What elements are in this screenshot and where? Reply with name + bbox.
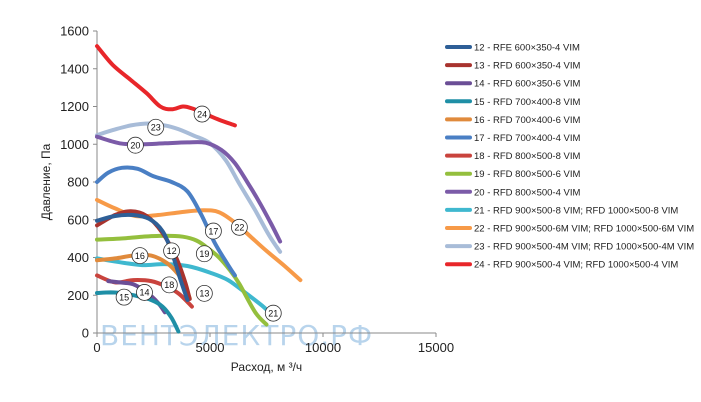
legend-label: 17 - RFD 700×400-4 VIM	[474, 133, 580, 144]
series-line-23	[95, 121, 283, 254]
axes-group: 0 200 400 600 800 1000 1200 1400 1600 0 5000 10000 1…	[39, 24, 454, 375]
x-tick-label: 10000	[305, 340, 341, 355]
legend-item-18: 18 - RFD 800×500-8 VIM	[445, 151, 580, 162]
curve-badge-circle	[160, 276, 178, 294]
legend: 12 - RFE 600×350-4 VIM 13 - RFD 600×350-4…	[445, 43, 694, 271]
legend-label: 16 - RFD 700×400-6 VIM	[474, 115, 580, 126]
curve-badge-number: 13	[199, 289, 209, 299]
curve-badge-circle	[195, 284, 213, 302]
curve-badge-20: 20	[127, 136, 144, 154]
legend-item-12: 12 - RFE 600×350-4 VIM	[445, 43, 580, 54]
legend-label: 15 - RFD 700×400-8 VIM	[474, 97, 580, 108]
legend-item-13: 13 - RFD 600×350-4 VIM	[445, 61, 580, 72]
curve-badge-number: 19	[199, 249, 209, 259]
legend-item-16: 16 - RFD 700×400-6 VIM	[445, 115, 580, 126]
curve-badge-15: 15	[115, 288, 133, 306]
curve-badge-circle	[131, 247, 149, 265]
legend-item-21: 21 - RFD 900×500-8 VIM; RFD 1000×500-8 V…	[445, 205, 678, 216]
x-tick-label: 15000	[418, 340, 454, 355]
legend-item-20: 20 - RFD 800×500-4 VIM	[445, 187, 580, 198]
curve-badge-23: 23	[147, 118, 165, 136]
legend-label: 22 - RFD 900×500-6M VIM; RFD 1000×500-6M…	[474, 224, 694, 235]
legend-label: 14 - RFD 600×350-6 VIM	[474, 79, 580, 90]
legend-item-17: 17 - RFD 700×400-4 VIM	[445, 133, 580, 144]
y-tick-label: 1600	[60, 24, 89, 39]
curve-badge-24: 24	[193, 105, 211, 123]
curve-badge-number: 12	[167, 246, 177, 256]
curve-badge-number: 15	[119, 292, 129, 302]
legend-item-23: 23 - RFD 900×500-4M VIM; RFD 1000×500-4M…	[445, 242, 694, 253]
legend-label: 12 - RFE 600×350-4 VIM	[474, 43, 580, 54]
legend-item-24: 24 - RFD 900×500-4 VIM; RFD 1000×500-4 V…	[445, 260, 678, 271]
curve-badge-number: 17	[208, 226, 218, 236]
curve-badge-circle	[136, 284, 153, 301]
y-tick-label: 400	[67, 250, 89, 265]
curve-badge-circle	[127, 136, 144, 154]
y-tick-label: 600	[67, 212, 89, 227]
curve-badge-circle	[163, 242, 180, 260]
curve-badge-circle	[264, 304, 282, 322]
series-line-19	[95, 233, 269, 327]
curve-badge-21: 21	[264, 304, 282, 322]
legend-label: 21 - RFD 900×500-8 VIM; RFD 1000×500-8 V…	[474, 205, 678, 216]
y-axis-title: Давление, Па	[39, 143, 53, 220]
series-line-24	[95, 44, 237, 128]
curve-badge-number: 14	[139, 288, 149, 298]
legend-label: 18 - RFD 800×500-8 VIM	[474, 151, 580, 162]
curve-badge-circle	[115, 288, 133, 306]
curve-badge-17: 17	[204, 222, 222, 240]
curve-badge-circle	[195, 245, 213, 263]
y-tick-label: 1000	[60, 137, 89, 152]
series-line-17	[95, 165, 237, 278]
y-tick-label: 200	[67, 288, 89, 303]
curve-badge-number: 20	[130, 140, 140, 150]
curve-badge-14: 14	[136, 284, 153, 301]
x-tick-label: 0	[93, 340, 100, 355]
curve-badge-12: 12	[163, 242, 180, 260]
curve-badge-circle	[193, 105, 211, 123]
legend-label: 24 - RFD 900×500-4 VIM; RFD 1000×500-4 V…	[474, 260, 678, 271]
curve-labels-group: 23 24 20 22 17 12 16 19 18 14 15 13 21	[115, 105, 282, 322]
y-tick-label: 800	[67, 175, 89, 190]
legend-item-15: 15 - RFD 700×400-8 VIM	[445, 97, 580, 108]
curve-badge-16: 16	[131, 247, 149, 265]
curve-badge-number: 16	[135, 251, 145, 261]
y-tick-label: 0	[82, 326, 89, 341]
curve-badge-number: 24	[197, 109, 207, 119]
legend-item-19: 19 - RFD 800×500-6 VIM	[445, 169, 580, 180]
x-tick-label: 5000	[196, 340, 225, 355]
curve-badge-number: 23	[151, 122, 161, 132]
legend-label: 13 - RFD 600×350-4 VIM	[474, 61, 580, 72]
curve-badge-circle	[147, 118, 165, 136]
y-tick-label: 1200	[60, 99, 89, 114]
curve-badge-number: 21	[268, 308, 278, 318]
series-line-12	[95, 212, 190, 302]
curve-badge-circle	[204, 222, 222, 240]
watermark-group: ВЕНТЭЛЕКТРО.РФ	[100, 319, 373, 352]
legend-label: 20 - RFD 800×500-4 VIM	[474, 187, 580, 198]
curve-badge-number: 22	[234, 223, 244, 233]
series-line-21	[95, 256, 276, 318]
legend-label: 23 - RFD 900×500-4M VIM; RFD 1000×500-4M…	[474, 242, 694, 253]
x-axis-title: Расход, м ³/ч	[231, 360, 302, 374]
legend-item-14: 14 - RFD 600×350-6 VIM	[445, 79, 580, 90]
curve-badge-circle	[230, 218, 248, 236]
curve-badge-18: 18	[160, 276, 178, 294]
legend-item-22: 22 - RFD 900×500-6M VIM; RFD 1000×500-6M…	[445, 224, 694, 235]
curve-badge-22: 22	[230, 218, 248, 236]
series-line-20	[95, 134, 283, 244]
legend-label: 19 - RFD 800×500-6 VIM	[474, 169, 580, 180]
y-tick-label: 1400	[60, 61, 89, 76]
curve-badge-number: 18	[164, 280, 174, 290]
watermark-text: ВЕНТЭЛЕКТРО.РФ	[100, 319, 373, 352]
curve-badge-13: 13	[195, 284, 213, 302]
curve-badge-19: 19	[195, 245, 213, 263]
